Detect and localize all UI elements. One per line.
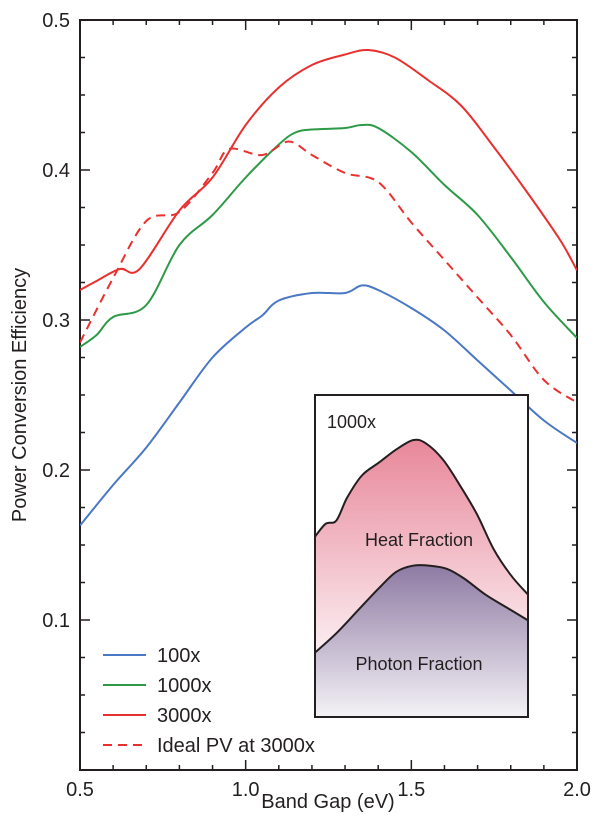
y-axis-title: Power Conversion Efficiency xyxy=(9,268,31,522)
x-tick-label: 2.0 xyxy=(563,779,591,801)
legend-label: 100x xyxy=(157,645,200,667)
heat-fraction-label: Heat Fraction xyxy=(365,530,473,550)
legend-label: Ideal PV at 3000x xyxy=(157,735,315,757)
legend: 100x 1000x 3000x Ideal PV at 3000x xyxy=(103,645,315,757)
legend-label: 3000x xyxy=(157,705,212,727)
x-axis-title: Band Gap (eV) xyxy=(261,791,394,813)
y-tick-label: 0.4 xyxy=(42,160,70,182)
photon-fraction-boundary-line xyxy=(314,564,529,654)
x-tick-label: 1.0 xyxy=(232,779,260,801)
inset-frame-border xyxy=(314,394,529,718)
series-line-1 xyxy=(80,123,577,348)
inset-chart: 1000x Heat Fraction Photon Fraction xyxy=(314,394,529,718)
series-line-2 xyxy=(80,48,577,291)
series-lines xyxy=(80,48,577,527)
y-tick-label: 0.1 xyxy=(42,610,70,632)
x-tick-label: 0.5 xyxy=(66,779,94,801)
heat-fraction-boundary-line xyxy=(314,438,529,596)
series-line-0 xyxy=(80,284,577,527)
heat-fraction-area xyxy=(315,439,528,653)
y-tick-label: 0.2 xyxy=(42,460,70,482)
inset-label: 1000x xyxy=(327,412,376,432)
legend-label: 1000x xyxy=(157,675,212,697)
photon-fraction-label: Photon Fraction xyxy=(355,654,482,674)
series-line-3 xyxy=(80,140,577,404)
y-tick-label: 0.5 xyxy=(42,10,70,32)
axis-ticks xyxy=(79,19,578,771)
x-tick-label: 1.5 xyxy=(397,779,425,801)
y-tick-label: 0.3 xyxy=(42,310,70,332)
tick-labels: 0.5 1.0 1.5 2.0 0.1 0.2 0.3 0.4 0.5 xyxy=(42,10,591,801)
photon-fraction-area xyxy=(315,565,528,717)
